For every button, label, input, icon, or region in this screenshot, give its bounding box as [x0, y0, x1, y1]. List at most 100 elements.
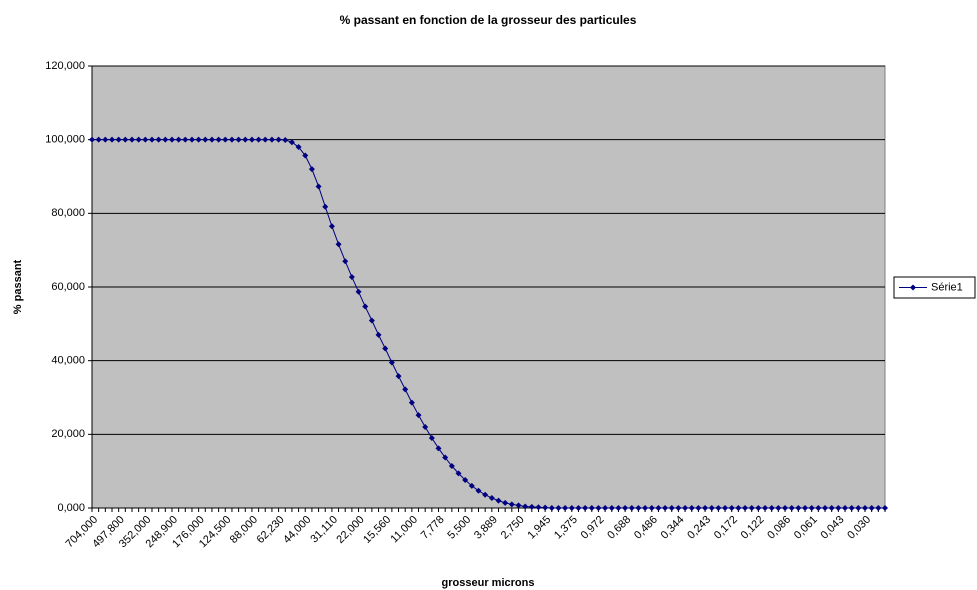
- data-point: [222, 136, 229, 143]
- x-axis-title: grosseur microns: [442, 577, 535, 589]
- y-tick-label: 60,000: [51, 281, 85, 293]
- x-tick-label: 2,750: [499, 514, 527, 542]
- x-tick-label: 0,043: [819, 514, 847, 542]
- data-point: [815, 505, 822, 511]
- data-point: [668, 505, 675, 511]
- data-point: [195, 136, 202, 143]
- data-point: [608, 505, 615, 511]
- data-point: [468, 482, 475, 489]
- data-point: [482, 491, 489, 498]
- data-point: [308, 166, 315, 173]
- data-point: [802, 505, 809, 511]
- data-point: [448, 463, 455, 470]
- data-point: [95, 136, 102, 143]
- y-tick-label: 20,000: [51, 428, 85, 440]
- data-point: [548, 505, 555, 511]
- data-point: [115, 136, 122, 143]
- data-point: [128, 136, 135, 143]
- data-point: [768, 505, 775, 511]
- data-point: [835, 505, 842, 511]
- x-tick-label: 0,344: [659, 514, 687, 542]
- data-point: [602, 505, 609, 511]
- data-point: [775, 505, 782, 511]
- data-point: [215, 136, 222, 143]
- data-point: [795, 505, 802, 511]
- data-point: [648, 505, 655, 511]
- data-point: [708, 505, 715, 511]
- data-point: [262, 136, 269, 143]
- data-point: [542, 504, 549, 511]
- data-point: [735, 505, 742, 511]
- data-point: [755, 505, 762, 511]
- data-point: [342, 258, 349, 265]
- data-point: [562, 505, 569, 511]
- data-point: [695, 505, 702, 511]
- data-point: [702, 505, 709, 511]
- data-point: [455, 470, 462, 477]
- data-point: [842, 505, 849, 511]
- data-point: [362, 303, 369, 310]
- data-point: [808, 505, 815, 511]
- data-point: [615, 505, 622, 511]
- data-point: [642, 505, 649, 511]
- data-point: [382, 345, 389, 352]
- y-tick-label: 100,000: [45, 134, 85, 146]
- legend-marker: [910, 284, 916, 291]
- data-point: [175, 136, 182, 143]
- data-point: [495, 497, 502, 504]
- x-tick-label: 7,778: [419, 514, 447, 542]
- data-point: [228, 136, 235, 143]
- data-point: [315, 183, 322, 190]
- data-point: [422, 423, 429, 430]
- data-point: [622, 505, 629, 511]
- data-point: [655, 505, 662, 511]
- data-point: [102, 136, 109, 143]
- legend-box: [893, 276, 976, 299]
- data-point: [302, 152, 309, 159]
- data-point: [182, 136, 189, 143]
- data-point: [148, 136, 155, 143]
- data-point: [142, 136, 149, 143]
- data-point: [235, 136, 242, 143]
- data-point: [162, 136, 169, 143]
- x-tick-label: 22,000: [334, 514, 366, 546]
- data-point: [89, 136, 95, 143]
- y-tick-label: 40,000: [51, 355, 85, 367]
- y-tick-label: 80,000: [51, 207, 85, 219]
- legend-label: Série1: [931, 281, 963, 293]
- data-point: [762, 505, 769, 511]
- data-point: [395, 373, 402, 380]
- data-point: [875, 505, 882, 511]
- data-point: [442, 454, 449, 461]
- data-point: [855, 505, 862, 511]
- y-tick-label: 120,000: [45, 60, 85, 72]
- x-tick-label: 15,560: [361, 514, 393, 546]
- data-point: [255, 136, 262, 143]
- data-point: [335, 241, 342, 248]
- x-tick-label: 11,000: [388, 514, 420, 546]
- data-point: [508, 501, 515, 508]
- data-point: [848, 505, 855, 511]
- data-point: [528, 503, 535, 510]
- data-point: [428, 435, 435, 442]
- x-tick-label: 44,000: [281, 514, 313, 546]
- chart-title: % passant en fonction de la grosseur des…: [340, 13, 637, 27]
- data-point: [748, 505, 755, 511]
- data-point: [135, 136, 142, 143]
- x-tick-label: 62,230: [254, 514, 286, 546]
- x-tick-label: 0,688: [605, 514, 633, 542]
- data-point: [522, 503, 529, 510]
- data-point: [555, 505, 562, 511]
- data-point: [822, 505, 829, 511]
- data-point: [575, 505, 582, 511]
- data-point: [355, 288, 362, 295]
- data-point: [248, 136, 255, 143]
- data-point: [242, 136, 249, 143]
- data-point: [788, 505, 795, 511]
- x-tick-label: 1,945: [525, 514, 553, 542]
- data-point: [388, 359, 395, 366]
- data-point: [635, 505, 642, 511]
- data-point: [722, 505, 729, 511]
- data-point: [155, 136, 162, 143]
- x-tick-label: 0,030: [845, 514, 873, 542]
